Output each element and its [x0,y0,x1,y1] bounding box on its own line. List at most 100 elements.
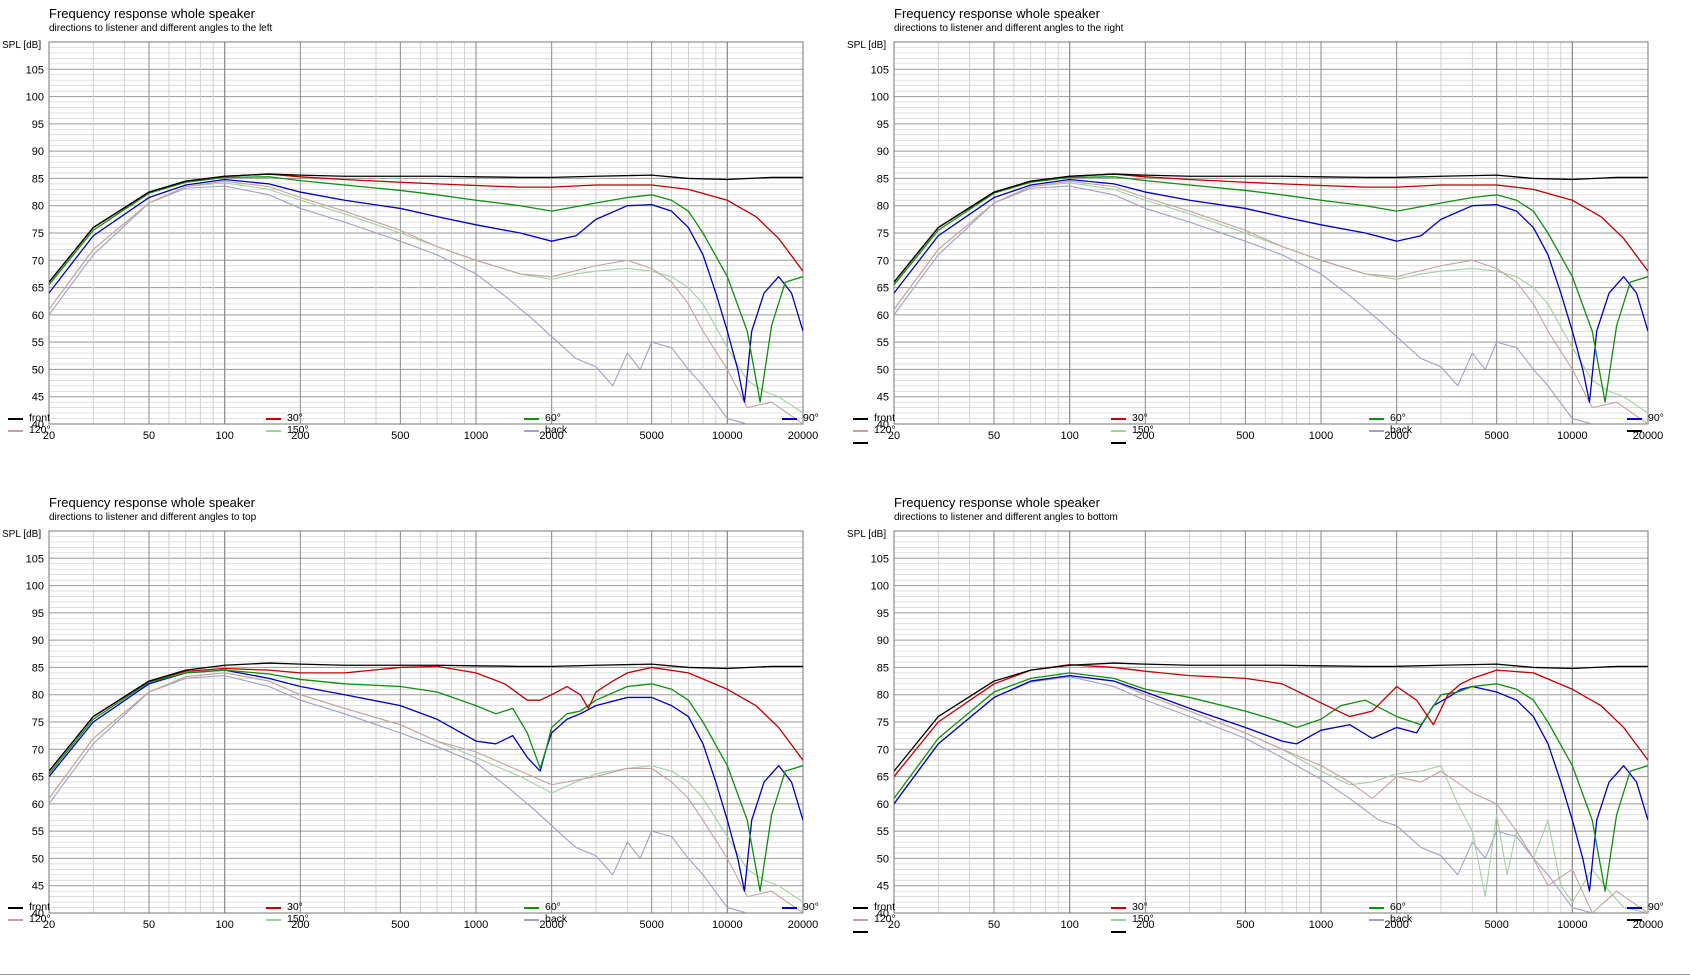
y-tick-label: 50 [877,364,889,376]
x-tick-label: 500 [391,919,409,929]
legend-swatch [1111,907,1126,909]
chart-panel-top: Frequency response whole speaker directi… [0,489,845,977]
x-tick-label: 200 [1136,919,1154,929]
chart-title: Frequency response whole speaker [49,495,255,510]
y-tick-label: 75 [32,717,44,729]
y-tick-label: 105 [26,64,44,76]
legend-swatch [853,442,868,444]
plot-frame [893,41,1649,425]
bottom-border [0,974,1690,975]
y-tick-label: 75 [877,717,889,729]
x-tick-label: 20000 [788,919,819,929]
x-tick-label: 100 [215,430,233,440]
legend-label: 120° [874,913,896,925]
y-tick-label: 40 [877,908,889,920]
x-tick-label: 100 [1060,919,1078,929]
legend-label: 120° [29,913,51,925]
y-tick-label: 70 [877,744,889,756]
legend-swatch [1369,919,1384,921]
x-tick-label: 20000 [1633,919,1664,929]
series-group [49,173,803,424]
series-line-60 [49,176,803,403]
series-line-front [894,662,1648,772]
legend-swatch [853,931,868,933]
y-axis-label: SPL [dB] [847,40,887,51]
series-line-120 [49,672,803,913]
chart-title: Frequency response whole speaker [49,6,255,21]
legend-swatch [1627,907,1642,909]
y-tick-label: 60 [32,310,44,322]
series-line-150 [49,182,803,414]
x-tick-label: 2000 [539,919,563,929]
x-tick-label: 2000 [1384,919,1408,929]
legend-label: 150° [1132,913,1154,925]
legend-swatch [8,907,23,909]
x-tick-label: 5000 [1484,430,1508,440]
legend-swatch [266,430,281,432]
legend-label: 120° [874,424,896,436]
y-tick-label: 70 [32,744,44,756]
series-line-90 [49,178,803,403]
y-tick-label: 100 [26,92,44,104]
y-tick-label: 80 [32,201,44,213]
x-tick-label: 20 [888,430,900,440]
y-tick-label: 45 [877,392,889,404]
chart-title: Frequency response whole speaker [894,6,1100,21]
legend-label: front [874,901,896,913]
x-tick-label: 20000 [1633,430,1664,440]
series-line-90 [894,178,1648,403]
series-line-60 [894,672,1648,892]
legend-swatch [8,430,23,432]
series-line-front [894,173,1648,283]
y-tick-label: 105 [871,64,889,76]
y-tick-label: 85 [877,662,889,674]
legend-label: 90° [803,412,819,424]
x-tick-label: 1000 [464,919,488,929]
series-line-60 [894,176,1648,403]
legend-swatch [1369,430,1384,432]
x-tick-label: 2000 [1384,430,1408,440]
y-tick-label: 90 [877,635,889,647]
x-tick-label: 100 [1060,430,1078,440]
legend-label: 120° [29,424,51,436]
legend-label: 150° [287,913,309,925]
chart-subtitle: directions to listener and different ang… [894,23,1124,34]
y-tick-label: 100 [26,581,44,593]
chart-panel-bottom: Frequency response whole speaker directi… [845,489,1690,977]
y-tick-label: 55 [32,826,44,838]
legend-label: 150° [1132,424,1154,436]
legend-label: 60° [545,412,561,424]
legend-swatch [853,430,868,432]
legend-label: back [545,424,568,436]
y-tick-label: 80 [877,690,889,702]
x-tick-label: 1000 [1309,919,1333,929]
series-line-60 [49,669,803,892]
y-axis-label: SPL [dB] [2,40,42,51]
legend-swatch [782,418,797,420]
grid [893,41,1649,425]
y-tick-label: 50 [32,364,44,376]
series-line-30 [49,665,803,772]
series-group [894,173,1648,424]
legend-label: 60° [545,901,561,913]
legend-label: 30° [287,901,303,913]
y-tick-label: 70 [32,255,44,267]
legend-label: front [29,412,51,424]
x-tick-label: 50 [988,430,1000,440]
legend-label: 30° [287,412,303,424]
y-tick-label: 40 [877,419,889,431]
y-tick-label: 65 [32,283,44,295]
legend-swatch [853,418,868,420]
x-tick-label: 20000 [788,430,819,440]
legend-swatch [524,907,539,909]
x-tick-label: 200 [1136,430,1154,440]
y-tick-label: 60 [877,310,889,322]
series-line-front [49,173,803,283]
plot-frame [48,41,804,425]
legend-swatch [266,418,281,420]
y-tick-label: 75 [877,228,889,240]
y-tick-label: 40 [32,908,44,920]
legend-swatch [1369,907,1384,909]
legend-swatch [8,919,23,921]
series-line-back [894,185,1593,424]
